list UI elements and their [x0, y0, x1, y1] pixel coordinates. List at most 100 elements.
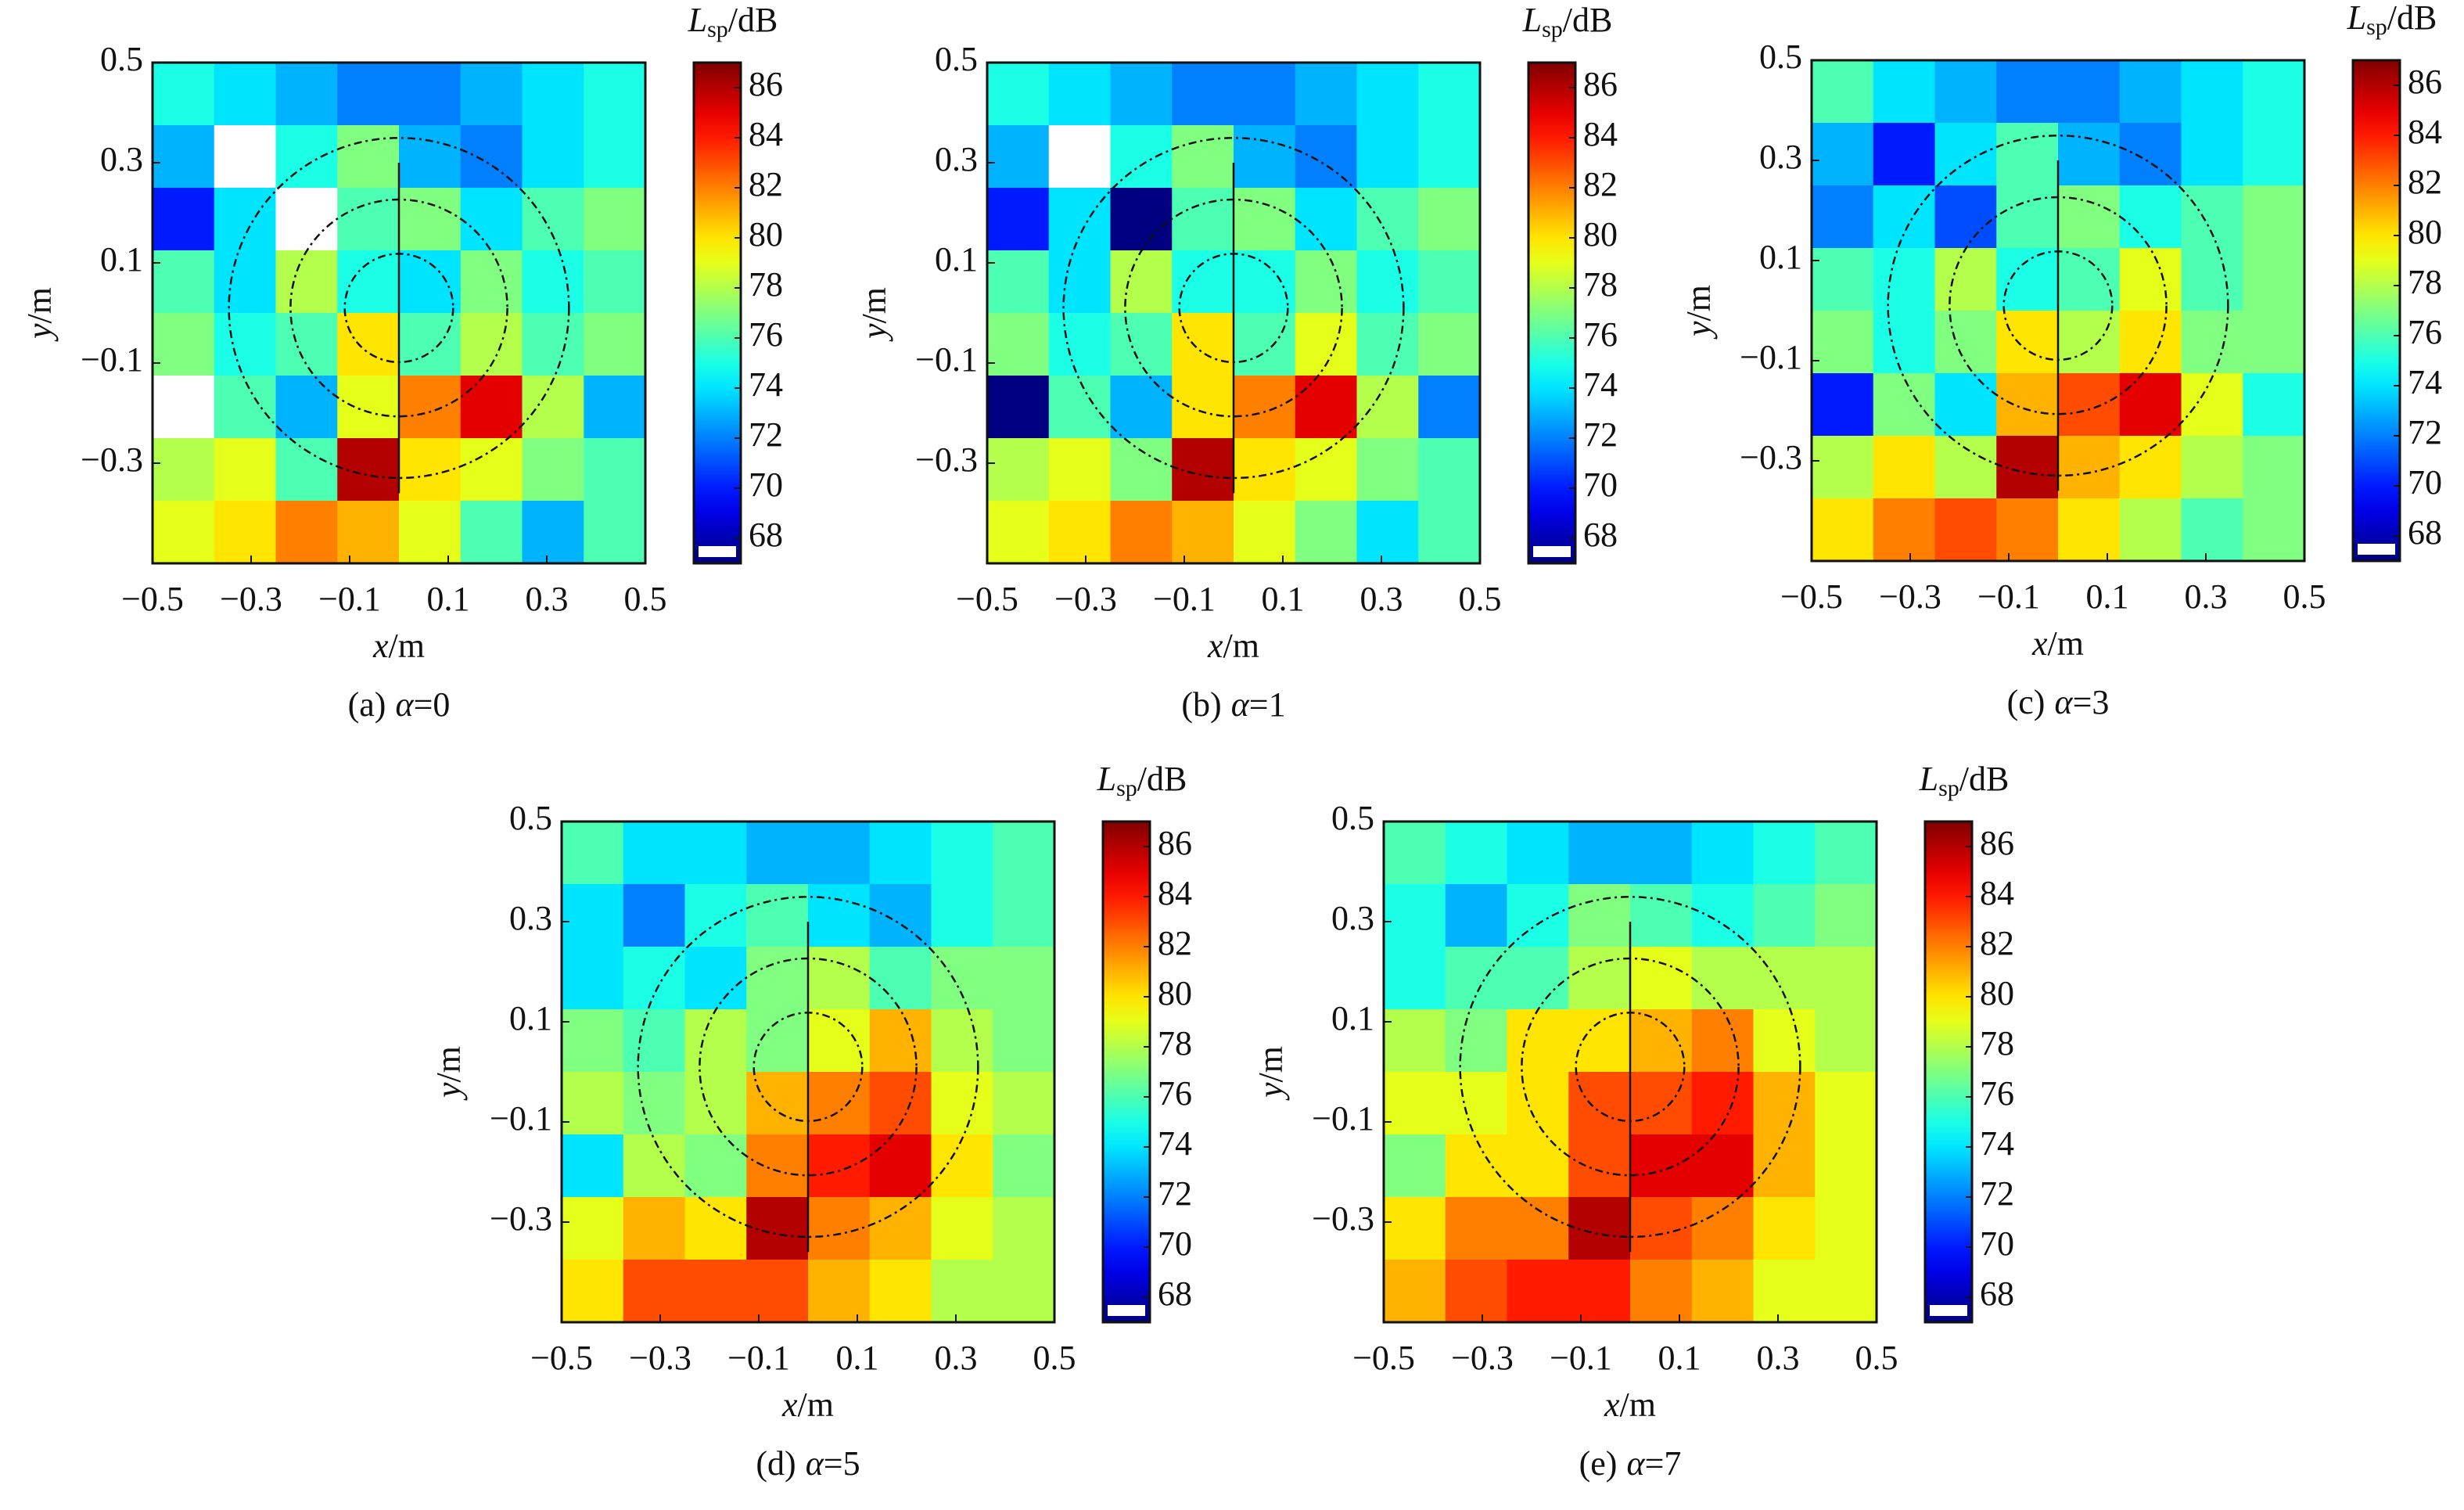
panel: −0.5 −0.3 −0.1 0.1 0.3 0.50.50.30.1−0.1−0.3x/… [429, 760, 1192, 1483]
heatmap-cell [337, 501, 400, 564]
heatmap-cell [1507, 884, 1569, 947]
y-tick-label: 0.1 [1331, 999, 1374, 1037]
heatmap-cell [2181, 373, 2243, 437]
heatmap-cell [275, 438, 338, 502]
colorbar-tick-label: 82 [2408, 163, 2442, 201]
heatmap-cell [2119, 123, 2182, 186]
heatmap-cell [2058, 60, 2121, 124]
caption: (e) α=7 [1579, 1444, 1682, 1483]
heatmap-cell [684, 822, 747, 885]
heatmap-cell [931, 947, 993, 1010]
heatmap-cell [684, 1134, 747, 1198]
colorbar-subscript: sp [2366, 14, 2387, 40]
heatmap-cell [1110, 188, 1173, 251]
heatmap-cell [1048, 501, 1112, 564]
heatmap-cell [2181, 185, 2243, 249]
heatmap-cell [460, 438, 523, 502]
colorbar-tick-label: 72 [2408, 413, 2442, 451]
heatmap-cell [1356, 438, 1419, 502]
x-tick-label: 0.1 [1658, 1339, 1701, 1377]
plot-frame [1382, 820, 1878, 1324]
heatmap-cell [869, 1134, 932, 1198]
heatmap-cell [1568, 1072, 1631, 1135]
panel: −0.5 −0.3 −0.1 0.1 0.3 0.50.50.30.1−0.1−0.3x/… [20, 1, 783, 724]
heatmap-cell [2243, 311, 2305, 374]
colorbar-tick-label: 74 [1158, 1124, 1192, 1163]
colorbar-symbol: L [1097, 760, 1116, 798]
heatmap-cell [1873, 436, 1936, 499]
colorbar-label: Lsp/dB [1919, 760, 2010, 801]
heatmap-cell [987, 188, 1050, 251]
y-tick-label: −0.1 [490, 1099, 552, 1138]
heatmap-cell [1172, 250, 1234, 314]
heatmap-cell [399, 63, 462, 126]
heatmap-cell [1691, 1260, 1755, 1323]
colorbar-label: Lsp/dB [1097, 760, 1187, 801]
y-tick-label: 0.1 [509, 999, 552, 1037]
heatmap-cell [869, 947, 932, 1010]
caption: (b) α=1 [1181, 685, 1285, 724]
y-tick-label: 0.1 [100, 240, 143, 279]
heatmap-cell [214, 250, 277, 314]
x-axis-symbol: x [372, 627, 389, 665]
heatmap-cell [522, 188, 584, 251]
guide-circle [1062, 137, 1405, 480]
heatmap-cell [584, 313, 646, 376]
heatmap-cell [1934, 498, 1997, 562]
heatmap-cell [1445, 1009, 1508, 1073]
heatmap-cell [562, 947, 624, 1010]
heatmap-cell [1934, 185, 1997, 249]
heatmap-cell [1996, 123, 2059, 186]
heatmap-cell [214, 376, 277, 439]
heatmap-cell [153, 313, 215, 376]
caption-index: (d) [756, 1444, 796, 1483]
heatmap-cell [584, 438, 646, 502]
colorbar-tick-label: 86 [2408, 63, 2442, 101]
heatmap-cell [1295, 376, 1358, 439]
heatmap-cell [1753, 884, 1816, 947]
heatmap-cell [1568, 947, 1631, 1010]
heatmap-cell [1630, 1009, 1693, 1073]
colorbar-tick-label: 82 [1980, 924, 2014, 962]
heatmap-cell [1630, 1197, 1693, 1260]
heatmap-cell [987, 376, 1050, 439]
x-axis-symbol: x [781, 1386, 798, 1424]
caption-value: =5 [824, 1444, 860, 1483]
heatmap-cell [337, 313, 400, 376]
colorbar-tick-label: 76 [749, 315, 783, 354]
heatmap-cell [1691, 1197, 1755, 1260]
heatmap-cell [623, 884, 686, 947]
heatmap-cell [399, 125, 462, 189]
colorbar-tick-label: 80 [1980, 974, 2014, 1012]
heatmap-cell [931, 1197, 993, 1260]
heatmap-cell [275, 501, 338, 564]
plot-frame [560, 820, 1056, 1324]
heatmap-cell [1048, 313, 1112, 376]
y-tick-label: 0.5 [1331, 799, 1374, 837]
heatmap-cell [2119, 60, 2182, 124]
colorbar-tick-label: 84 [1980, 874, 2014, 912]
heatmap-cell [987, 438, 1050, 502]
colorbar-tick-label: 80 [1583, 215, 1618, 253]
heatmap-cell [1384, 1009, 1446, 1073]
heatmap-cell [1812, 248, 1874, 311]
heatmap-cell [522, 313, 584, 376]
y-tick-label: 0.5 [935, 40, 978, 78]
heatmap-cell [1356, 501, 1419, 564]
x-tick-label: −0.1 [1153, 580, 1216, 618]
heatmap-cell [746, 1197, 809, 1260]
heatmap-cell [2243, 498, 2305, 562]
heatmap-cell [1356, 250, 1419, 314]
heatmap-cell [1172, 188, 1234, 251]
colorbar [2351, 59, 2401, 563]
heatmap-cell [1384, 1134, 1446, 1198]
heatmap-cell [931, 1009, 993, 1073]
heatmap-cell [460, 188, 523, 251]
x-axis-unit: /m [1223, 627, 1259, 665]
x-tick-label: 0.5 [1855, 1339, 1898, 1377]
heatmap-cell [931, 1260, 993, 1323]
heatmap-cell [1568, 1009, 1631, 1073]
heatmap-cell [337, 125, 400, 189]
colorbar [692, 61, 742, 565]
heatmap-cell [584, 376, 646, 439]
